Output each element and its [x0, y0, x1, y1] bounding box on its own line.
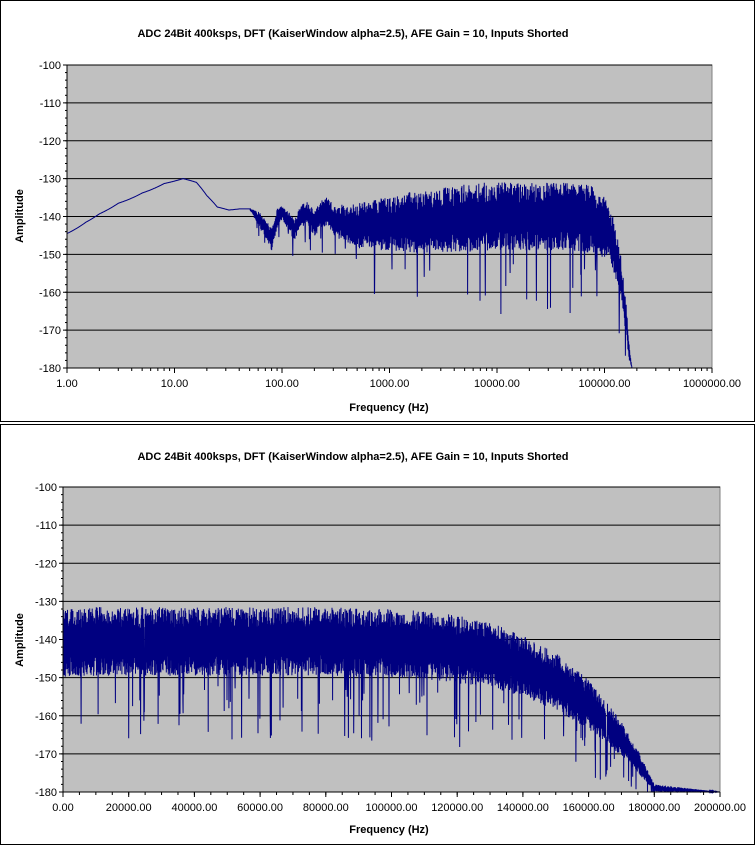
y-axis-label: Amplitude [14, 613, 26, 667]
y-tick-label: -180 [35, 787, 57, 799]
x-tick-label: 0.00 [52, 802, 73, 814]
x-tick-label: 80000.00 [303, 802, 349, 814]
y-tick-label: -160 [35, 711, 57, 723]
y-tick-label: -180 [39, 363, 61, 375]
x-tick-label: 200000.00 [694, 802, 746, 814]
x-axis-label: Frequency (Hz) [349, 402, 429, 414]
linear-frequency-chart: ADC 24Bit 400ksps, DFT (KaiserWindow alp… [14, 451, 746, 836]
x-tick-label: 100000.00 [366, 802, 418, 814]
chart-panel-linear: ADC 24Bit 400ksps, DFT (KaiserWindow alp… [0, 424, 755, 845]
y-tick-label: -140 [35, 635, 57, 647]
x-tick-label: 160000.00 [563, 802, 615, 814]
y-tick-label: -160 [39, 287, 61, 299]
chart-title: ADC 24Bit 400ksps, DFT (KaiserWindow alp… [137, 451, 568, 463]
x-tick-label: 1000000.00 [683, 378, 741, 390]
x-tick-label: 180000.00 [628, 802, 680, 814]
x-tick-label: 1.00 [56, 378, 77, 390]
x-axis-label: Frequency (Hz) [349, 824, 429, 836]
y-tick-label: -130 [39, 174, 61, 186]
y-tick-label: -140 [39, 212, 61, 224]
y-tick-label: -170 [35, 749, 57, 761]
y-axis-label: Amplitude [14, 189, 26, 243]
chart-panel-log: ADC 24Bit 400ksps, DFT (KaiserWindow alp… [0, 0, 755, 422]
y-tick-label: -150 [39, 249, 61, 261]
x-tick-label: 100000.00 [579, 378, 631, 390]
x-tick-label: 60000.00 [237, 802, 283, 814]
y-tick-label: -120 [39, 136, 61, 148]
y-tick-label: -120 [35, 558, 57, 570]
y-tick-label: -100 [39, 60, 61, 72]
series-line [62, 607, 720, 794]
x-tick-label: 120000.00 [431, 802, 483, 814]
log-frequency-chart: ADC 24Bit 400ksps, DFT (KaiserWindow alp… [14, 28, 741, 414]
y-tick-label: -110 [36, 520, 57, 532]
y-tick-label: -170 [39, 325, 61, 337]
y-tick-label: -110 [40, 98, 61, 110]
x-tick-label: 1000.00 [370, 378, 410, 390]
x-tick-label: 20000.00 [106, 802, 152, 814]
y-tick-label: -130 [35, 596, 57, 608]
y-tick-label: -150 [35, 673, 57, 685]
y-tick-label: -100 [35, 482, 57, 494]
x-tick-label: 10.00 [161, 378, 189, 390]
x-tick-label: 100.00 [265, 378, 299, 390]
chart-title: ADC 24Bit 400ksps, DFT (KaiserWindow alp… [137, 28, 568, 40]
x-tick-label: 10000.00 [474, 378, 520, 390]
series-line [66, 178, 640, 369]
x-tick-label: 140000.00 [497, 802, 549, 814]
x-tick-label: 40000.00 [171, 802, 217, 814]
